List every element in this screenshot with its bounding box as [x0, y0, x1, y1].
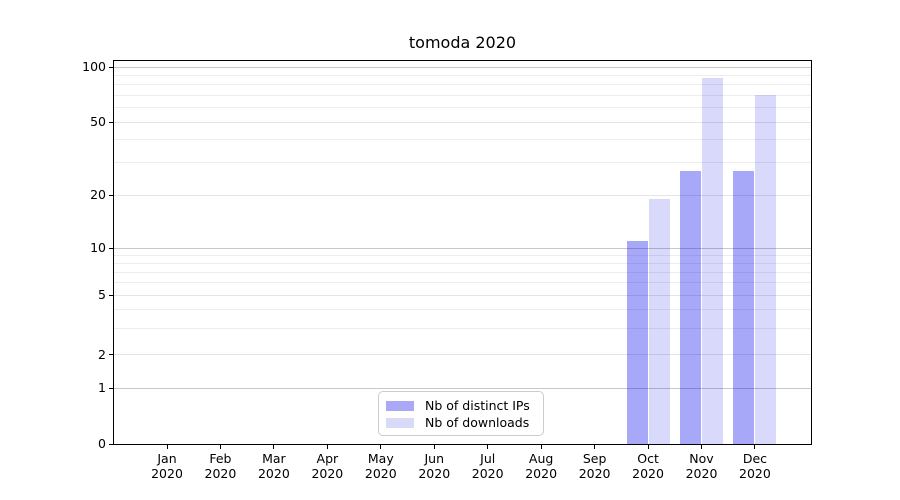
plot-area — [113, 60, 812, 445]
x-axis-tick-label: Apr 2020 — [311, 451, 344, 481]
legend-item-downloads: Nb of downloads — [386, 415, 535, 430]
y-axis-tick-label: 10 — [90, 240, 106, 256]
x-axis-tick-label: Jul 2020 — [471, 451, 504, 481]
bar-downloads — [648, 198, 670, 444]
x-axis-tick-mark — [166, 445, 168, 449]
x-axis-tick-mark — [380, 445, 382, 449]
legend-swatch-downloads — [386, 417, 414, 428]
legend-swatch-distinct-ips — [386, 400, 414, 411]
gridline-minor — [114, 84, 811, 86]
x-axis-tick-mark — [594, 445, 596, 449]
x-axis-tick-label: Nov 2020 — [685, 451, 718, 481]
x-axis-tick-label: May 2020 — [364, 451, 397, 481]
y-axis-tick-label: 50 — [90, 114, 106, 129]
x-axis-tick-mark — [326, 445, 328, 449]
x-axis-tick-mark — [487, 445, 489, 449]
gridline-minor — [114, 94, 811, 96]
gridline-minor — [114, 309, 811, 311]
y-axis-tick-mark — [109, 66, 113, 68]
x-axis-tick-label: Mar 2020 — [257, 451, 290, 481]
y-axis-tick-label: 0 — [98, 436, 106, 451]
x-axis-tick-label: Jan 2020 — [151, 451, 183, 481]
gridline-minor — [114, 282, 811, 284]
y-axis-tick-mark — [109, 354, 113, 356]
gridline-major — [114, 121, 811, 123]
y-axis-tick-mark — [109, 121, 113, 123]
y-axis-tick-mark — [109, 247, 113, 249]
y-axis-tick-label: 5 — [98, 287, 106, 302]
legend-label-distinct-ips: Nb of distinct IPs — [425, 398, 530, 413]
x-axis-tick-mark — [433, 445, 435, 449]
x-axis-tick-mark — [540, 445, 542, 449]
gridline-minor — [114, 262, 811, 264]
chart-title: tomoda 2020 — [408, 33, 517, 52]
gridline-major — [114, 194, 811, 196]
y-axis-tick-label: 1 — [98, 380, 106, 395]
x-axis-tick-mark — [754, 445, 756, 449]
gridline-major — [114, 66, 811, 68]
bar-distinct-ips — [680, 171, 701, 444]
bar-downloads — [755, 95, 777, 444]
x-axis-tick-label: Sep 2020 — [578, 451, 611, 481]
gridline-major — [114, 294, 811, 296]
gridline-major — [114, 354, 811, 356]
gridline-minor — [114, 139, 811, 141]
legend-item-distinct-ips: Nb of distinct IPs — [386, 398, 535, 413]
legend-label-downloads: Nb of downloads — [425, 415, 530, 430]
bar-distinct-ips — [626, 240, 648, 444]
x-axis-tick-label: Oct 2020 — [632, 451, 664, 481]
gridline-minor — [114, 327, 811, 329]
x-axis-tick-mark — [219, 445, 221, 449]
x-axis-tick-label: Jun 2020 — [418, 451, 451, 481]
bar-downloads — [702, 78, 723, 444]
gridline-major — [114, 247, 811, 249]
y-axis-tick-mark — [109, 443, 113, 445]
gridline-minor — [114, 271, 811, 273]
gridline-major — [114, 387, 811, 389]
y-axis-tick-mark — [109, 194, 113, 196]
x-axis-tick-label: Dec 2020 — [739, 451, 771, 481]
gridline-minor — [114, 254, 811, 256]
y-axis-tick-mark — [109, 294, 113, 296]
y-axis-tick-label: 100 — [82, 59, 106, 74]
gridline-minor — [114, 74, 811, 76]
y-axis-tick-label: 2 — [98, 346, 106, 362]
x-axis-tick-mark — [273, 445, 275, 449]
y-axis-tick-mark — [109, 387, 113, 389]
gridline-minor — [114, 107, 811, 109]
legend: Nb of distinct IPs Nb of downloads — [378, 391, 544, 436]
x-axis-tick-mark — [647, 445, 649, 449]
y-axis-tick-label: 20 — [90, 187, 106, 202]
bar-distinct-ips — [733, 171, 755, 444]
x-axis-tick-label: Aug 2020 — [525, 451, 558, 481]
x-axis-tick-label: Feb 2020 — [204, 451, 237, 481]
gridline-minor — [114, 162, 811, 164]
x-axis-tick-mark — [701, 445, 702, 449]
